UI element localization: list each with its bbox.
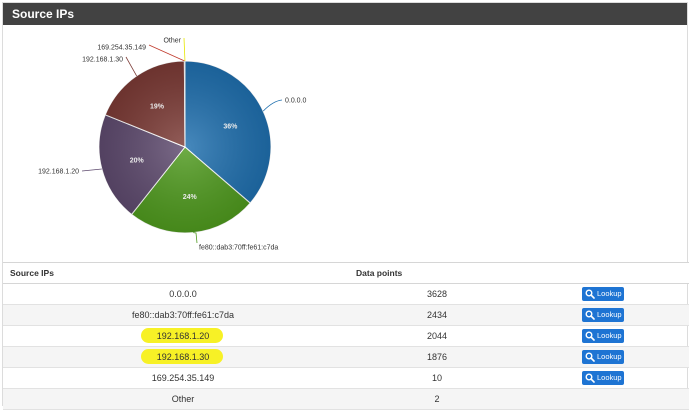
pie-leader-line [149, 45, 185, 61]
pie-slice-percent-label: 24% [183, 194, 198, 201]
lookup-button-label: Lookup [597, 289, 622, 298]
source-ip-cell: fe80::dab3:70ff:fe61:c7da [3, 310, 363, 320]
source-ip-cell: Other [3, 394, 363, 404]
lookup-button[interactable]: Lookup [582, 350, 624, 364]
source-ip-value: 192.168.1.20 [157, 331, 210, 341]
pie-leader-line [184, 38, 185, 61]
table-row: Other 2 [3, 389, 689, 410]
pie-slice-label: 192.168.1.30 [82, 57, 123, 64]
source-ip-cell: 169.254.35.149 [3, 373, 363, 383]
lookup-button-label: Lookup [597, 331, 622, 340]
lookup-button-label: Lookup [597, 310, 622, 319]
pie-slice-label: 192.168.1.20 [38, 169, 79, 176]
pie-leader-line [126, 57, 137, 76]
table-header: Source IPs Data points [3, 262, 689, 284]
table-row: 0.0.0.0 3628 Lookup [3, 284, 689, 305]
table-row: 192.168.1.30 1876 Lookup [3, 347, 689, 368]
search-icon [585, 289, 595, 299]
lookup-button-label: Lookup [597, 352, 622, 361]
pie-slice-percent-label: 36% [223, 124, 238, 131]
source-ip-value: Other [172, 394, 195, 404]
search-icon [585, 331, 595, 341]
data-points-value: 3628 [387, 289, 487, 299]
lookup-button[interactable]: Lookup [582, 308, 624, 322]
lookup-button-label: Lookup [597, 373, 622, 382]
pie-slice-label: fe80::dab3:70ff:fe61:c7da [199, 245, 278, 252]
header-source-ips: Source IPs [10, 268, 54, 278]
source-ip-value: 192.168.1.30 [157, 352, 210, 362]
table-row: fe80::dab3:70ff:fe61:c7da 2434 Lookup [3, 305, 689, 326]
data-points-value: 2434 [387, 310, 487, 320]
data-points-value: 2 [387, 394, 487, 404]
pie-slice-percent-label: 19% [150, 103, 165, 110]
data-points-value: 10 [387, 373, 487, 383]
table-row: 192.168.1.20 2044 Lookup [3, 326, 689, 347]
source-ip-value: 0.0.0.0 [169, 289, 197, 299]
source-ip-cell: 192.168.1.20 [3, 331, 363, 341]
lookup-button[interactable]: Lookup [582, 287, 624, 301]
table-row: 169.254.35.149 10 Lookup [3, 368, 689, 389]
pie-leader-line [193, 233, 197, 243]
pie-slice-label: Other [163, 38, 181, 45]
pie-slice-percent-label: 20% [130, 157, 145, 164]
data-points-value: 2044 [387, 331, 487, 341]
source-ips-table: Source IPs Data points 0.0.0.0 3628 Lookup… [3, 262, 689, 410]
lookup-button[interactable]: Lookup [582, 329, 624, 343]
source-ip-cell: 0.0.0.0 [3, 289, 363, 299]
lookup-button[interactable]: Lookup [582, 371, 624, 385]
source-ip-value: 169.254.35.149 [152, 373, 215, 383]
pie-leader-line [82, 169, 102, 171]
pie-slice-label: 0.0.0.0 [285, 98, 307, 105]
search-icon [585, 373, 595, 383]
panel-title: Source IPs [3, 3, 687, 25]
pie-slice-label: 169.254.35.149 [97, 45, 146, 52]
header-data-points: Data points [356, 268, 402, 278]
source-ip-value: fe80::dab3:70ff:fe61:c7da [132, 310, 234, 320]
pie-chart-svg: 36% 0.0.0.024%fe80::dab3:70ff:fe61:c7da 20… [3, 25, 689, 263]
search-icon [585, 352, 595, 362]
search-icon [585, 310, 595, 320]
source-ip-cell: 192.168.1.30 [3, 352, 363, 362]
pie-leader-line [263, 100, 282, 111]
data-points-value: 1876 [387, 352, 487, 362]
